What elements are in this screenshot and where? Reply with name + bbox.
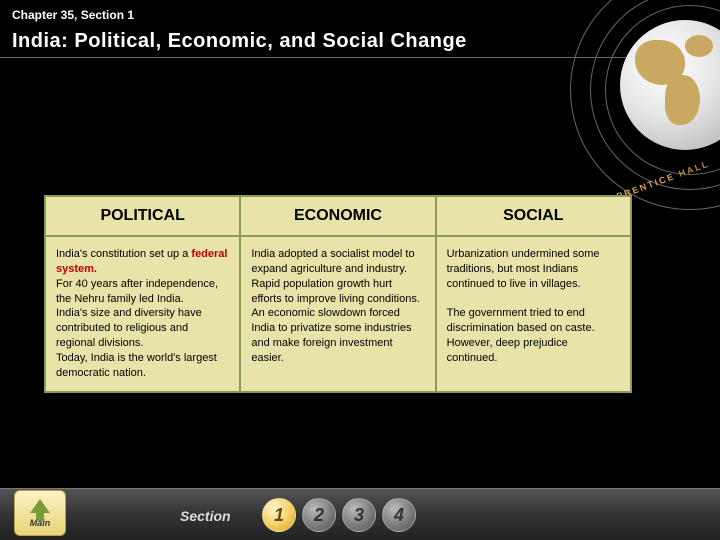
content-table: POLITICAL ECONOMIC SOCIAL India's consti…	[44, 195, 632, 393]
text: India adopted a socialist model to expan…	[251, 248, 414, 275]
col-header-political: POLITICAL	[45, 196, 240, 236]
section-nav: 1 2 3 4	[262, 498, 416, 532]
section-button-1[interactable]: 1	[262, 498, 296, 532]
home-icon	[30, 499, 50, 513]
cell-political: India's constitution set up a federal sy…	[45, 236, 240, 392]
text: The government tried to end discriminati…	[447, 307, 595, 364]
text: India's constitution set up a	[56, 248, 191, 260]
section-button-2[interactable]: 2	[302, 498, 336, 532]
text: Urbanization undermined some traditions,…	[447, 248, 600, 290]
footer-bar: Main Section 1 2 3 4	[0, 488, 720, 540]
section-button-4[interactable]: 4	[382, 498, 416, 532]
section-button-3[interactable]: 3	[342, 498, 376, 532]
globe-decoration: PRENTICE HALL	[540, 40, 720, 180]
section-label: Section	[180, 508, 231, 524]
cell-social: Urbanization undermined some traditions,…	[436, 236, 631, 392]
col-header-economic: ECONOMIC	[240, 196, 435, 236]
text: Today, India is the world's largest demo…	[56, 352, 217, 379]
main-button[interactable]: Main	[14, 490, 66, 536]
text: Rapid population growth hurt efforts to …	[251, 278, 420, 305]
cell-economic: India adopted a socialist model to expan…	[240, 236, 435, 392]
chapter-label: Chapter 35, Section 1	[12, 8, 134, 22]
text: An economic slowdown forced India to pri…	[251, 307, 411, 364]
text: India's size and diversity have contribu…	[56, 307, 202, 349]
page-title: India: Political, Economic, and Social C…	[12, 30, 467, 53]
text: For 40 years after independence, the Neh…	[56, 278, 218, 305]
col-header-social: SOCIAL	[436, 196, 631, 236]
